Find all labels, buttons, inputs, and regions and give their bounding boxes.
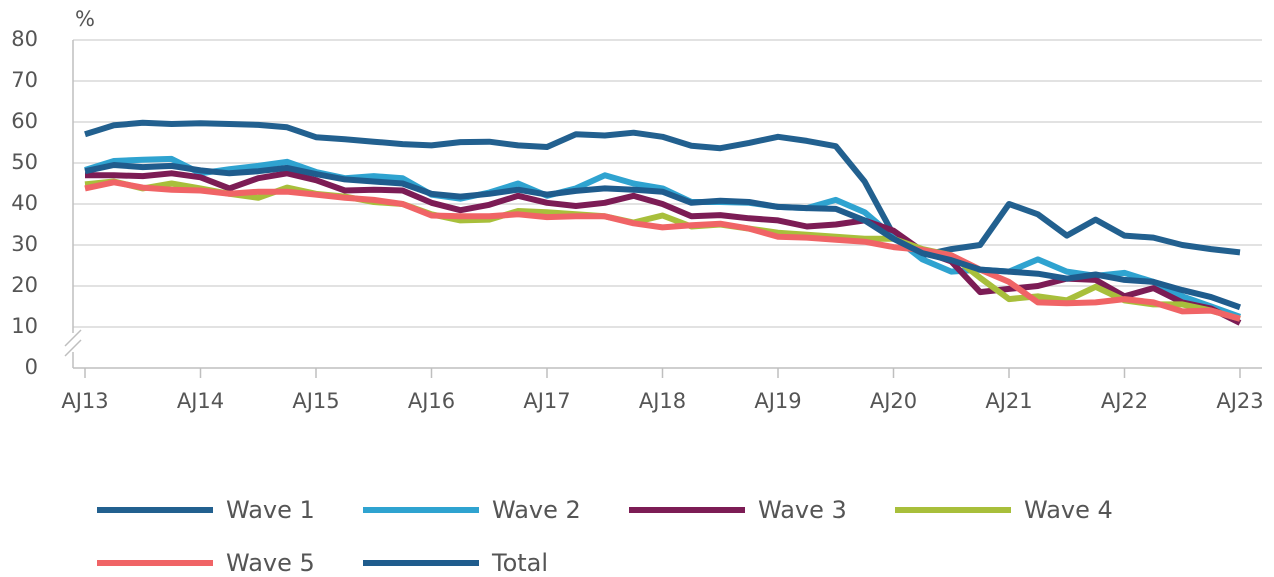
legend-label: Wave 4 — [1024, 496, 1113, 524]
x-tick-label: AJ18 — [639, 389, 686, 413]
y-tick-label: 30 — [11, 232, 38, 256]
x-tick-label: AJ13 — [61, 389, 108, 413]
series-line — [85, 170, 1242, 326]
y-tick-label: 80 — [11, 27, 38, 51]
x-tick-label: AJ14 — [177, 389, 224, 413]
y-tick-label: 0 — [25, 355, 38, 379]
y-tick-label: 70 — [11, 68, 38, 92]
y-tick-label: 10 — [11, 314, 38, 338]
axis-break — [64, 329, 82, 357]
legend-label: Total — [491, 549, 548, 577]
series-line — [84, 162, 1241, 311]
y-tick-label: 60 — [11, 109, 38, 133]
x-tick-label: AJ23 — [1216, 389, 1263, 413]
series-line — [84, 179, 1241, 322]
legend-label: Wave 5 — [226, 549, 315, 577]
legend-label: Wave 3 — [758, 496, 847, 524]
legend-label: Wave 2 — [492, 496, 581, 524]
y-tick-label: 20 — [11, 273, 38, 297]
x-tick-label: AJ19 — [754, 389, 801, 413]
x-tick-label: AJ15 — [292, 389, 339, 413]
x-tick-label: AJ17 — [523, 389, 570, 413]
break-mark — [64, 339, 82, 357]
x-tick-label: AJ22 — [1101, 389, 1148, 413]
series-line — [84, 119, 1241, 259]
y-tick-label: 50 — [11, 150, 38, 174]
series-line — [84, 155, 1242, 320]
x-tick-label: AJ20 — [870, 389, 917, 413]
break-mark — [64, 329, 82, 347]
y-axis-label: % — [75, 7, 95, 31]
x-tick-label: AJ16 — [408, 389, 455, 413]
x-tick-label: AJ21 — [985, 389, 1032, 413]
y-tick-label: 40 — [11, 191, 38, 215]
legend-label: Wave 1 — [226, 496, 315, 524]
